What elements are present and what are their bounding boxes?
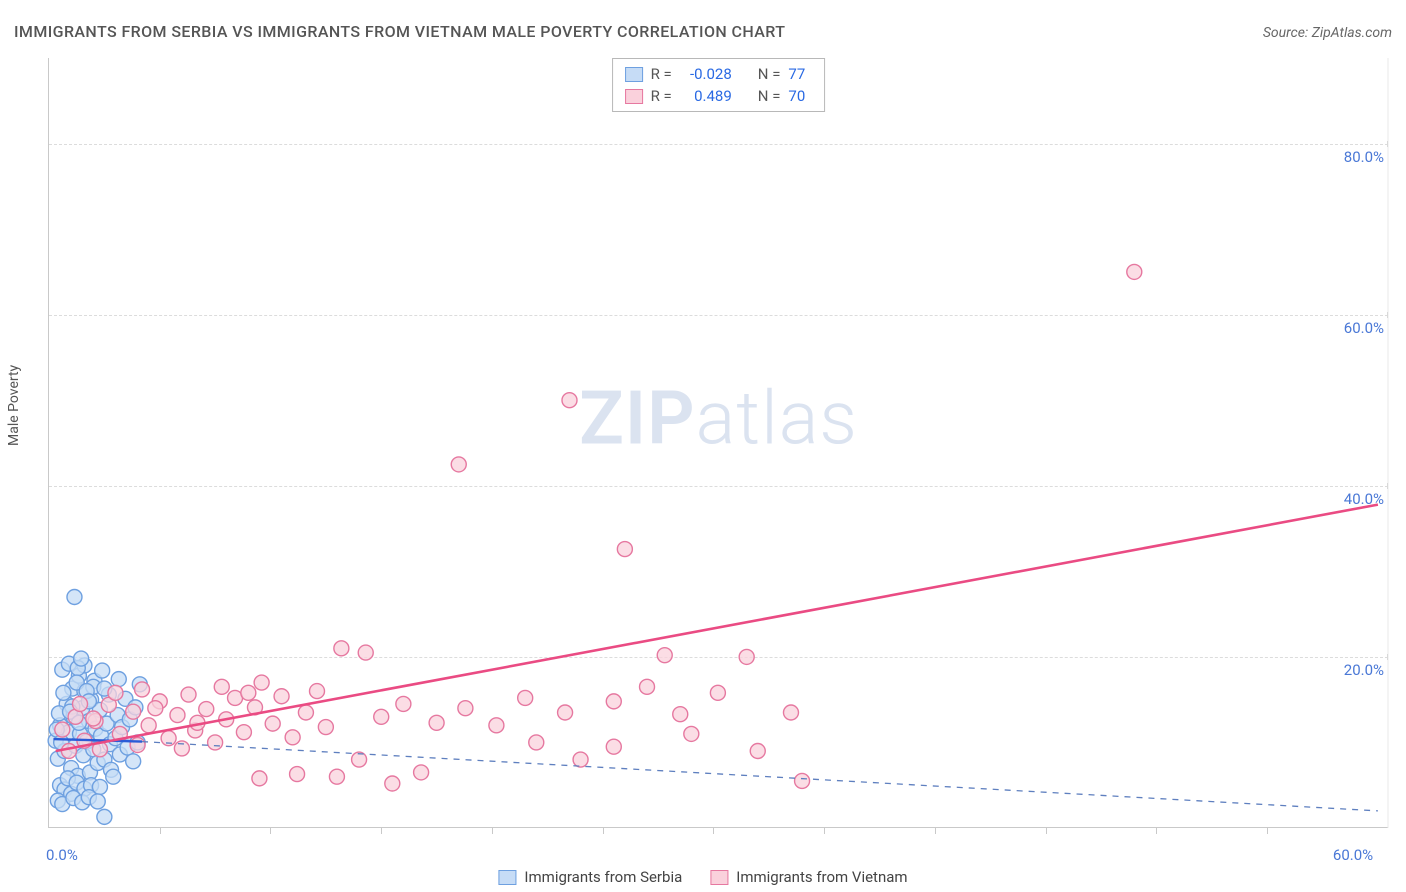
scatter-point [67, 590, 82, 605]
scatter-point [385, 776, 400, 791]
scatter-point [298, 705, 313, 720]
scatter-point [606, 694, 621, 709]
scatter-point [489, 718, 504, 733]
scatter-point [274, 689, 289, 704]
scatter-point [358, 645, 373, 660]
scatter-point [135, 682, 150, 697]
scatter-point [254, 675, 269, 690]
legend-item-serbia: Immigrants from Serbia [498, 868, 682, 886]
n-value-serbia: 77 [788, 63, 812, 85]
scatter-point [458, 701, 473, 716]
scatter-point [141, 718, 156, 733]
scatter-point [126, 754, 141, 769]
scatter-point [673, 707, 688, 722]
scatter-point [214, 679, 229, 694]
scatter-point [518, 690, 533, 705]
swatch-vietnam [710, 870, 728, 885]
scatter-point [61, 744, 76, 759]
trend-line [56, 505, 1378, 751]
scatter-point [657, 648, 672, 663]
chart-title: IMMIGRANTS FROM SERBIA VS IMMIGRANTS FRO… [14, 22, 785, 41]
scatter-point [783, 705, 798, 720]
stats-row-vietnam: R = 0.489 N = 70 [625, 85, 813, 107]
scatter-point [74, 651, 89, 666]
scatter-point [199, 702, 214, 717]
swatch-vietnam [625, 89, 643, 104]
swatch-serbia [498, 870, 516, 885]
r-label: R = [651, 85, 672, 107]
scatter-point [318, 720, 333, 735]
scatter-svg [49, 58, 1388, 827]
scatter-point [795, 773, 810, 788]
scatter-point [86, 711, 101, 726]
legend-label-serbia: Immigrants from Serbia [524, 868, 682, 886]
scatter-point [606, 739, 621, 754]
scatter-point [111, 672, 126, 687]
scatter-point [97, 809, 112, 824]
scatter-point [329, 769, 344, 784]
source-label: Source: ZipAtlas.com [1263, 25, 1392, 41]
stats-row-serbia: R = -0.028 N = 77 [625, 63, 813, 85]
legend-item-vietnam: Immigrants from Vietnam [710, 868, 907, 886]
n-label: N = [758, 85, 781, 107]
scatter-point [684, 726, 699, 741]
scatter-point [290, 767, 305, 782]
scatter-point [106, 769, 121, 784]
scatter-point [90, 794, 105, 809]
scatter-point [95, 663, 110, 678]
scatter-point [710, 685, 725, 700]
n-value-vietnam: 70 [788, 85, 812, 107]
x-tick-label-min: 0.0% [46, 846, 78, 864]
n-label: N = [758, 63, 781, 85]
scatter-point [108, 685, 123, 700]
scatter-point [170, 708, 185, 723]
y-axis-label: Male Poverty [6, 365, 22, 446]
series-legend: Immigrants from Serbia Immigrants from V… [498, 868, 907, 886]
scatter-point [396, 696, 411, 711]
r-value-vietnam: 0.489 [680, 85, 732, 107]
scatter-point [739, 649, 754, 664]
scatter-point [451, 457, 466, 472]
scatter-point [285, 730, 300, 745]
scatter-point [310, 684, 325, 699]
scatter-point [617, 542, 632, 557]
scatter-point [181, 687, 196, 702]
scatter-point [640, 679, 655, 694]
r-label: R = [651, 63, 672, 85]
scatter-point [73, 696, 88, 711]
scatter-point [374, 709, 389, 724]
scatter-point [265, 716, 280, 731]
scatter-point [241, 685, 256, 700]
scatter-point [208, 735, 223, 750]
legend-label-vietnam: Immigrants from Vietnam [736, 868, 907, 886]
scatter-point [236, 725, 251, 740]
stats-legend: R = -0.028 N = 77 R = 0.489 N = 70 [612, 58, 826, 112]
scatter-point [750, 744, 765, 759]
scatter-point [414, 765, 429, 780]
scatter-point [573, 752, 588, 767]
plot-area: ZIPatlas 20.0%40.0%60.0%80.0% R = -0.028… [48, 58, 1388, 828]
r-value-serbia: -0.028 [680, 63, 732, 85]
scatter-point [55, 722, 70, 737]
scatter-point [1127, 264, 1142, 279]
scatter-point [529, 735, 544, 750]
scatter-point [56, 685, 71, 700]
scatter-point [148, 701, 163, 716]
scatter-point [252, 771, 267, 786]
scatter-point [130, 738, 145, 753]
scatter-point [429, 715, 444, 730]
swatch-serbia [625, 67, 643, 82]
x-tick-label-max: 60.0% [1333, 846, 1373, 864]
scatter-point [126, 704, 141, 719]
scatter-point [562, 393, 577, 408]
scatter-point [558, 705, 573, 720]
scatter-point [334, 641, 349, 656]
